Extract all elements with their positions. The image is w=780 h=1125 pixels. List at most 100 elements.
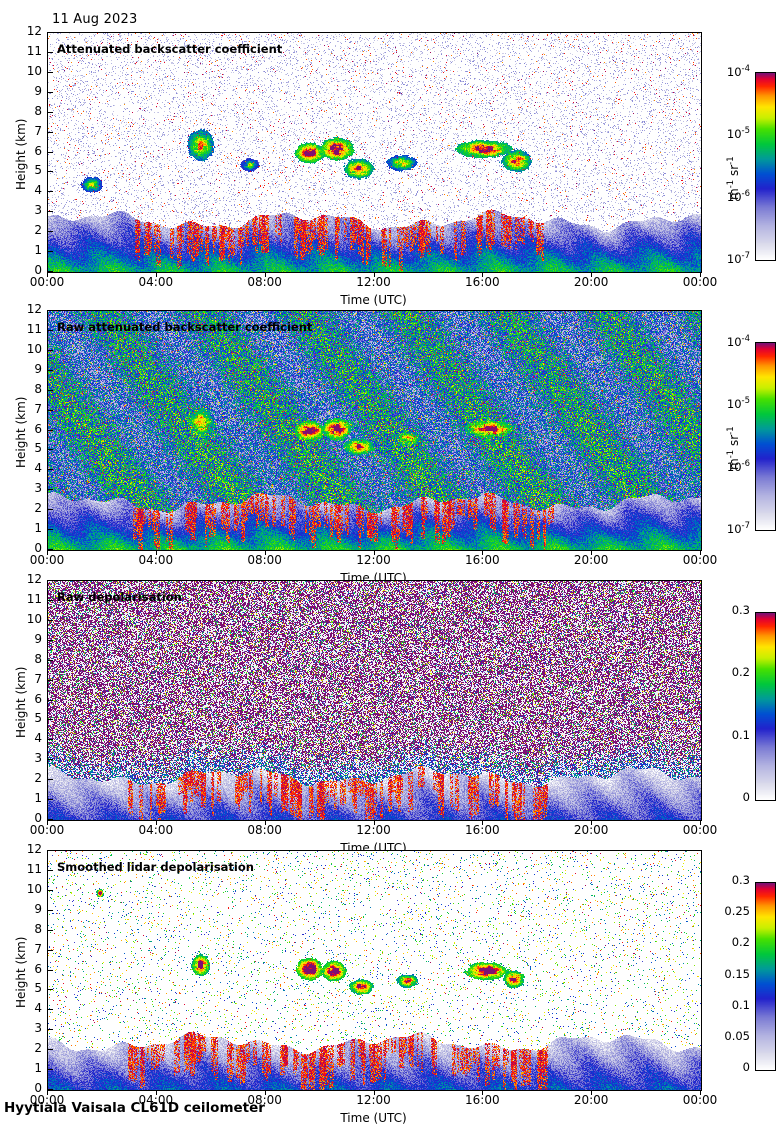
colorbar-tick-label: 0.15	[724, 966, 750, 981]
y-tick-mark	[48, 449, 53, 450]
colorbar-tick-label: 0	[742, 1060, 750, 1074]
x-tick-label: 04:00	[138, 823, 174, 837]
colorbar-tick-label: 10-6	[726, 188, 750, 204]
x-tick-mark	[156, 820, 157, 825]
y-tick-mark	[48, 390, 53, 391]
y-tick-mark	[48, 799, 53, 800]
y-tick-mark	[48, 171, 53, 172]
y-tick-mark	[48, 1009, 53, 1010]
y-tick-label: 9	[34, 361, 42, 376]
colorbar-gradient-attenuated-backscatter	[756, 73, 775, 260]
x-tick-label: 04:00	[138, 275, 174, 289]
y-tick-mark	[48, 231, 53, 232]
colorbar-gradient-raw-depolarisation	[756, 613, 775, 800]
colorbar-tick-label: 10-7	[726, 521, 750, 536]
y-tick-mark	[48, 700, 53, 701]
x-tick-label: 08:00	[247, 1093, 282, 1107]
x-tick-mark	[156, 1090, 157, 1095]
x-tick-label: 00:00	[682, 275, 718, 289]
y-tick-label: 1	[34, 791, 42, 806]
y-tick-label: 10	[26, 341, 42, 356]
x-tick-mark	[482, 1090, 483, 1095]
panel-title-smoothed-lidar-depolarisation: Smoothed lidar depolarisation	[57, 860, 254, 874]
x-tick-label: 12:00	[356, 553, 391, 567]
y-tick-mark	[48, 640, 53, 641]
y-tick-mark	[48, 191, 53, 192]
y-tick-mark	[48, 890, 53, 891]
y-tick-label: 4	[34, 461, 42, 476]
x-tick-mark	[591, 550, 592, 555]
x-tick-mark	[700, 272, 701, 277]
x-tick-mark	[482, 820, 483, 825]
colorbar-tick-label: 0.1	[731, 997, 750, 1012]
y-tick-label: 5	[34, 981, 42, 996]
y-tick-label: 12	[26, 572, 42, 586]
plot-area-smoothed-lidar-depolarisation[interactable]	[47, 850, 702, 1091]
colorbar-attenuated-backscatter	[755, 72, 776, 261]
y-tick-label: 12	[26, 302, 42, 316]
x-tick-mark	[156, 272, 157, 277]
x-tick-mark	[374, 820, 375, 825]
plot-area-attenuated-backscatter[interactable]	[47, 32, 702, 273]
y-tick-label: 1	[34, 521, 42, 536]
y-tick-mark	[48, 32, 53, 33]
y-tick-label: 5	[34, 711, 42, 726]
x-tick-mark	[700, 550, 701, 555]
x-tick-label: 20:00	[573, 1093, 609, 1107]
y-tick-label: 1	[34, 1061, 42, 1076]
y-tick-mark	[48, 1049, 53, 1050]
x-tick-label: 20:00	[573, 823, 609, 837]
x-tick-mark	[265, 272, 266, 277]
x-tick-mark	[591, 1090, 592, 1095]
y-tick-mark	[48, 1029, 53, 1030]
y-tick-mark	[48, 330, 53, 331]
x-axis-label: Time (UTC)	[340, 293, 407, 307]
colorbar-tick-label: 10-6	[726, 458, 750, 474]
colorbar-tick-label: 10-7	[726, 251, 750, 266]
y-axis-label: Height (km)	[14, 936, 28, 1008]
date-stamp: 11 Aug 2023	[52, 12, 138, 27]
colorbar-tick-label: 0.25	[724, 904, 750, 919]
colorbar-tick-label: 10-5	[726, 396, 750, 412]
x-tick-mark	[265, 1090, 266, 1095]
y-tick-label: 7	[34, 671, 42, 686]
colorbar-tick-label: 10-4	[726, 64, 750, 79]
y-tick-mark	[48, 680, 53, 681]
y-tick-mark	[48, 152, 53, 153]
plot-area-raw-attenuated-backscatter[interactable]	[47, 310, 702, 551]
y-tick-mark	[48, 112, 53, 113]
y-tick-mark	[48, 271, 53, 272]
y-tick-label: 12	[26, 842, 42, 856]
plot-area-raw-depolarisation[interactable]	[47, 580, 702, 821]
colorbar-raw-depolarisation	[755, 612, 776, 801]
panel-title-raw-depolarisation: Raw depolarisation	[57, 590, 182, 604]
x-tick-label: 16:00	[465, 275, 500, 289]
y-tick-label: 9	[34, 83, 42, 98]
x-tick-mark	[47, 272, 48, 277]
heatmap-canvas-attenuated-backscatter	[48, 33, 701, 272]
colorbar-tick-label: 0.3	[731, 873, 750, 887]
x-tick-label: 00:00	[682, 823, 718, 837]
colorbar-tick-label: 0	[742, 790, 750, 804]
y-tick-label: 1	[34, 243, 42, 258]
y-tick-mark	[48, 989, 53, 990]
x-axis-label: Time (UTC)	[340, 1111, 407, 1125]
x-tick-label: 20:00	[573, 553, 609, 567]
y-axis-label: Height (km)	[14, 118, 28, 190]
x-tick-label: 08:00	[247, 275, 282, 289]
x-tick-mark	[47, 820, 48, 825]
y-tick-label: 6	[34, 691, 42, 706]
y-axis-label: Height (km)	[14, 666, 28, 738]
x-tick-mark	[156, 550, 157, 555]
x-tick-label: 16:00	[465, 1093, 500, 1107]
y-axis-label: Height (km)	[14, 396, 28, 468]
x-tick-label: 00:00	[682, 553, 718, 567]
y-tick-mark	[48, 509, 53, 510]
y-tick-label: 0	[34, 263, 42, 277]
y-tick-mark	[48, 52, 53, 53]
y-tick-mark	[48, 719, 53, 720]
instrument-caption: Hyytiala Vaisala CL61D ceilometer	[4, 1100, 265, 1116]
y-tick-label: 8	[34, 651, 42, 666]
y-tick-label: 12	[26, 24, 42, 38]
y-tick-mark	[48, 950, 53, 951]
